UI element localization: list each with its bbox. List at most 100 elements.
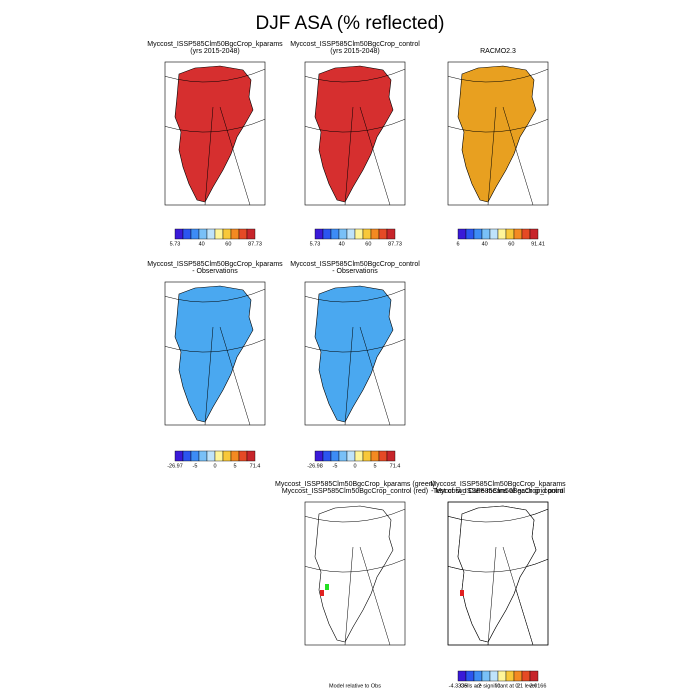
meridian (487, 546, 497, 646)
panel-title: - Observations (332, 268, 378, 275)
graticule (164, 288, 266, 303)
colorbar-cell (330, 228, 340, 240)
colorbar-label: 91.41 (531, 241, 545, 247)
colorbar-cell (370, 228, 380, 240)
colorbar-cell (521, 670, 531, 682)
colorbar-cell (489, 228, 499, 240)
colorbar-cell (354, 450, 364, 462)
colorbar-cell (378, 228, 388, 240)
map-frame (447, 61, 549, 206)
colorbar-cell (330, 450, 340, 462)
colorbar-label: .2 (516, 683, 521, 689)
colorbar-cell (521, 228, 531, 240)
meridian (487, 106, 497, 206)
greenland (457, 505, 537, 643)
colorbar-cell (206, 450, 216, 462)
colorbar-cell (497, 228, 507, 240)
map (304, 281, 406, 426)
colorbar-cell (370, 450, 380, 462)
meridian (359, 546, 391, 646)
greenland (174, 285, 254, 423)
colorbar-label: -5 (193, 463, 198, 469)
colorbar-cell (346, 228, 356, 240)
meridian (344, 326, 354, 426)
signif-cell (320, 590, 324, 596)
colorbar-cell (513, 228, 523, 240)
colorbar-cell (246, 450, 256, 462)
colorbar-cell (182, 450, 192, 462)
colorbar-cell (481, 228, 491, 240)
colorbar-cell (513, 670, 523, 682)
colorbar-label: 0 (353, 463, 356, 469)
map-frame (304, 281, 406, 426)
meridian (219, 106, 251, 206)
colorbar-label: 5.73 (170, 241, 181, 247)
map-frame (164, 281, 266, 426)
colorbar-cell (529, 228, 539, 240)
graticule (447, 558, 549, 573)
colorbar-cell (457, 228, 467, 240)
colorbar-cell (190, 450, 200, 462)
graticule (447, 508, 549, 523)
meridian (344, 106, 354, 206)
map-frame (447, 501, 549, 646)
meridian (219, 326, 251, 426)
figure-title: DJF ASA (% reflected) (255, 13, 444, 34)
panel-title: (yrs 2015-2048) (190, 48, 239, 55)
colorbar-cell (238, 450, 248, 462)
greenland (457, 65, 537, 203)
map (447, 61, 549, 206)
colorbar-cell (473, 670, 483, 682)
colorbar-label: 40 (339, 241, 345, 247)
map (304, 501, 406, 646)
greenland (174, 65, 254, 203)
colorbar-cell (314, 450, 324, 462)
colorbar-label: -26.98 (307, 463, 323, 469)
map-frame (304, 61, 406, 206)
colorbar-cell (473, 228, 483, 240)
colorbar-cell (238, 228, 248, 240)
map (164, 281, 266, 426)
graticule (447, 118, 549, 133)
colorbar-cell (230, 450, 240, 462)
colorbar-label: -4.3335 (449, 683, 468, 689)
colorbar-cell (481, 670, 491, 682)
meridian (359, 326, 391, 426)
colorbar-cell (354, 228, 364, 240)
colorbar-label: -26.97 (167, 463, 183, 469)
signif-cell (460, 590, 464, 596)
colorbar-cell (322, 228, 332, 240)
colorbar-cell (465, 228, 475, 240)
panel-title: RACMO2.3 (480, 48, 516, 55)
colorbar-label: 87.73 (388, 241, 402, 247)
graticule (164, 118, 266, 133)
colorbar-cell (222, 450, 232, 462)
footnote: Cells are significant at 0.1 level (460, 683, 536, 689)
colorbar-label: 6 (456, 241, 459, 247)
meridian (359, 106, 391, 206)
colorbar-cell (222, 228, 232, 240)
colorbar-label: 3.0166 (530, 683, 547, 689)
colorbar-cell (198, 450, 208, 462)
map-frame (304, 501, 406, 646)
signif-cell (325, 584, 329, 590)
colorbar-cell (338, 228, 348, 240)
graticule (164, 68, 266, 83)
colorbar-label: 60 (508, 241, 514, 247)
panel-title: Myccost_ISSP585Clm50BgcCrop_kparams (147, 41, 283, 48)
map (304, 61, 406, 206)
map (447, 501, 549, 646)
colorbar-cell (190, 228, 200, 240)
greenland (314, 285, 394, 423)
panel-title: - Myccost_ISSP585Clm50BgcCrop_control (431, 488, 565, 495)
colorbar-cell (346, 450, 356, 462)
graticule (304, 288, 406, 303)
colorbar-cell (206, 228, 216, 240)
colorbar-cell (529, 670, 539, 682)
meridian (204, 326, 214, 426)
colorbar-label: 87.73 (248, 241, 262, 247)
colorbar-cell (338, 450, 348, 462)
colorbar-cell (214, 450, 224, 462)
colorbar-label: 5 (233, 463, 236, 469)
